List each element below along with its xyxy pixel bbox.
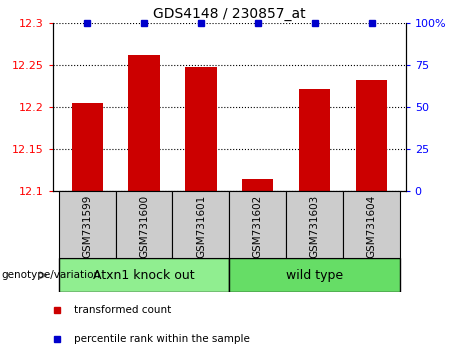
Title: GDS4148 / 230857_at: GDS4148 / 230857_at: [153, 7, 306, 21]
Text: GSM731604: GSM731604: [366, 195, 377, 258]
Bar: [71, 103, 103, 191]
Bar: [343, 191, 400, 258]
Bar: [185, 67, 217, 191]
Bar: [116, 191, 172, 258]
Bar: [230, 258, 400, 292]
Text: GSM731603: GSM731603: [310, 195, 319, 258]
Text: Atxn1 knock out: Atxn1 knock out: [93, 269, 195, 282]
Bar: [59, 258, 230, 292]
Bar: [356, 80, 387, 191]
Bar: [172, 191, 230, 258]
Bar: [230, 191, 286, 258]
Text: GSM731601: GSM731601: [196, 195, 206, 258]
Text: GSM731600: GSM731600: [139, 195, 149, 258]
Text: percentile rank within the sample: percentile rank within the sample: [74, 335, 250, 344]
Text: GSM731599: GSM731599: [82, 195, 92, 258]
Bar: [286, 191, 343, 258]
Bar: [299, 88, 331, 191]
Text: genotype/variation: genotype/variation: [1, 270, 100, 280]
Bar: [59, 191, 116, 258]
Text: wild type: wild type: [286, 269, 343, 282]
Bar: [242, 178, 273, 191]
Text: transformed count: transformed count: [74, 305, 171, 315]
Text: GSM731602: GSM731602: [253, 195, 263, 258]
Bar: [128, 55, 160, 191]
